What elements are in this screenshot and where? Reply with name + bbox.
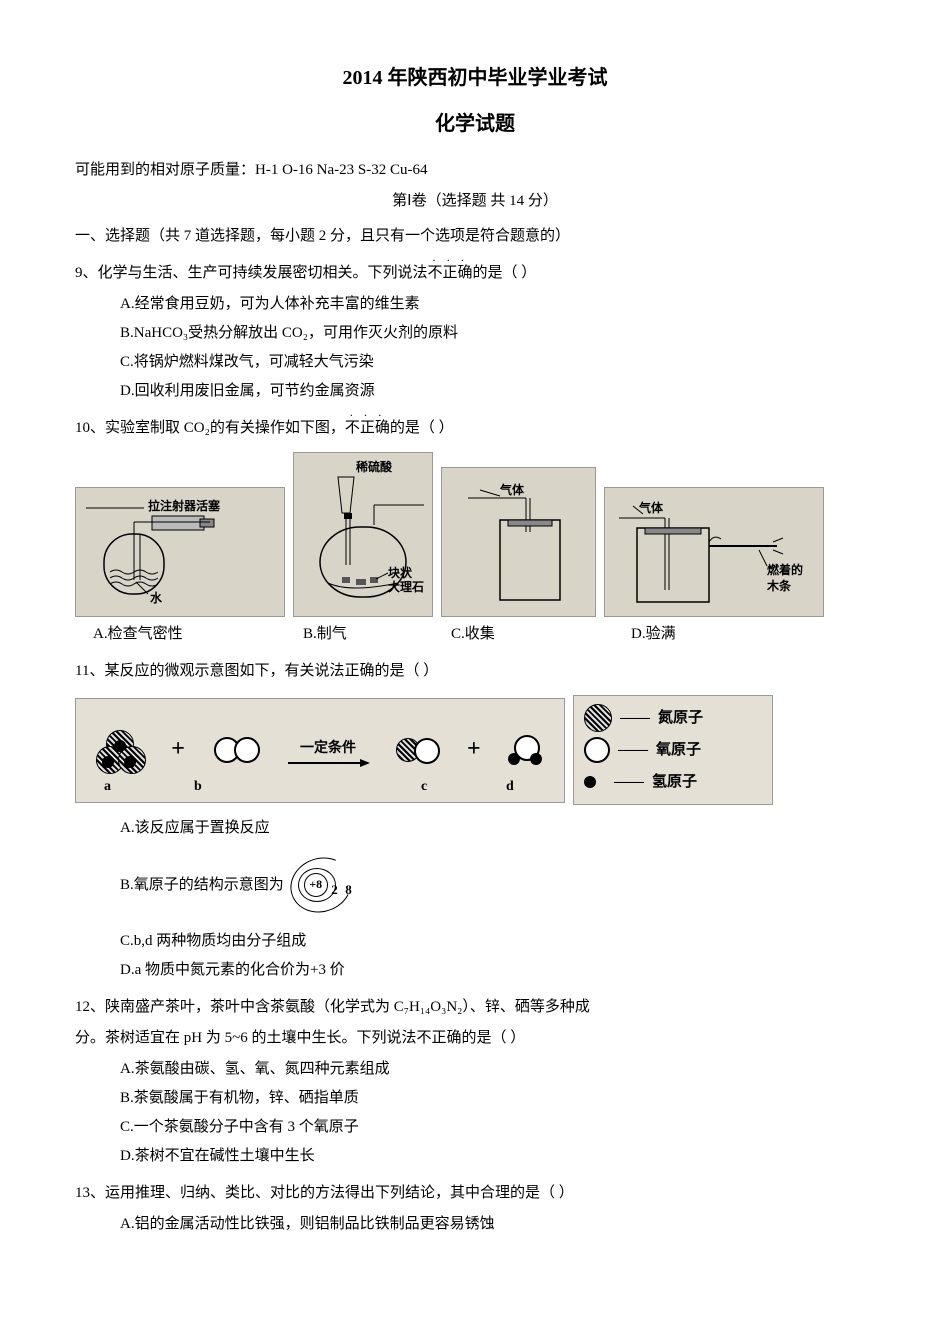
q9-options: A.经常食用豆奶，可为人体补充丰富的维生素 B.NaHCO₃受热分解放出 CO₂… [75,291,875,405]
q11-label-c: c [421,774,427,799]
q10-b-label2: 块状 [388,565,413,580]
q9-emphasis: 不正确 [428,260,473,287]
q12-stem-line2: 分。茶树适宜在 pH 为 5~6 的土壤中生长。下列说法不正确的是（ ） [75,1025,875,1052]
sub-title: 化学试题 [75,106,875,142]
legend-oxygen: —— 氧原子 [584,737,762,764]
q11-option-c: C.b,d 两种物质均由分子组成 [120,928,875,955]
q11-label-d: d [506,774,514,799]
legend-o-label: 氧原子 [656,737,701,764]
q10-label-b: B.制气 [303,621,451,648]
q10-label-d: D.验满 [631,621,751,648]
legend-nitrogen: —— 氮原子 [584,704,762,732]
q9-stem-post: 的是（ ） [473,265,537,281]
main-title: 2014 年陕西初中毕业学业考试 [75,60,875,96]
airtight-apparatus-icon: 拉注射器活塞 水 [80,494,280,612]
q11-option-b: B.氧原子的结构示意图为 +8 2 8 [120,856,875,914]
q10-figure-row: 拉注射器活塞 水 稀硫酸 [75,452,875,617]
q11-option-a: A.该反应属于置换反应 [120,815,875,842]
molecule-d-icon [508,735,544,765]
q13-options: A.铝的金属活动性比铁强，则铝制品比铁制品更容易锈蚀 [75,1211,875,1238]
q10-c-label: 气体 [499,482,525,497]
nitrogen-atom-icon [584,704,612,732]
gas-prep-apparatus-icon: 稀硫酸 块状 大理石 [298,457,428,612]
q10-labels-row: A.检查气密性 B.制气 C.收集 D.验满 [75,621,875,648]
q10-d-label3: 木条 [766,578,792,593]
section-instruction: 一、选择题（共 7 道选择题，每小题 2 分，且只有一个选项是符合题意的） [75,223,875,250]
q9-option-b: B.NaHCO₃受热分解放出 CO₂，可用作灭火剂的原料 [120,320,875,347]
oxygen-structure-icon: +8 2 8 [288,856,352,914]
q11-option-b-text: B.氧原子的结构示意图为 [120,872,284,899]
q10-emphasis: 不正确 [345,415,390,442]
legend-n-label: 氮原子 [658,705,703,732]
q12-stem-line1: 12、陕南盛产茶叶，茶叶中含茶氨酸（化学式为 C₇H₁₄O₃N₂）、锌、硒等多种… [75,994,875,1021]
q12-options: A.茶氨酸由碳、氢、氧、氮四种元素组成 B.茶氨酸属于有机物，锌、硒指单质 C.… [75,1056,875,1170]
shell-2-label: 8 [345,878,352,901]
shell-1-label: 2 [331,878,338,901]
q11-stem: 11、某反应的微观示意图如下，有关说法正确的是（ ） [75,658,875,685]
section-label: 第Ⅰ卷（选择题 共 14 分） [75,188,875,215]
gas-verify-apparatus-icon: 气体 燃着的 木条 [609,494,819,612]
arrow-label: 一定条件 [300,736,356,761]
legend-h-label: 氢原子 [652,769,697,796]
q12-option-c: C.一个茶氨酸分子中含有 3 个氧原子 [120,1114,875,1141]
q13-stem: 13、运用推理、归纳、类比、对比的方法得出下列结论，其中合理的是（ ） [75,1180,875,1207]
q10-stem-pre: 10、实验室制取 CO₂的有关操作如下图， [75,420,345,436]
q11-label-b: b [194,774,202,799]
q9-option-c: C.将锅炉燃料煤改气，可减轻大气污染 [120,349,875,376]
q11-figure-row: + 一定条件 + a b c d —— 氮原子 [75,695,875,805]
q9-stem: 9、化学与生活、生产可持续发展密切相关。下列说法不正确的是（ ） [75,260,875,287]
molecule-a-icon [96,726,144,774]
q12-option-d: D.茶树不宜在碱性土壤中生长 [120,1143,875,1170]
q10-b-label1: 稀硫酸 [356,459,393,474]
q10-stem-post: 的是（ ） [390,420,454,436]
q10-panel-d: 气体 燃着的 木条 [604,487,824,617]
q10-b-label3: 大理石 [388,579,424,594]
q10-panel-b: 稀硫酸 块状 大理石 [293,452,433,617]
atomic-mass-line: 可能用到的相对原子质量：H-1 O-16 Na-23 S-32 Cu-64 [75,157,875,184]
q10-d-label2: 燃着的 [767,562,803,577]
q10-a-label1: 拉注射器活塞 [148,498,221,513]
q11-label-a: a [104,774,111,799]
legend-hydrogen: —— 氢原子 [584,769,762,796]
plus-icon-2: + [467,728,481,771]
molecule-b-icon [212,735,260,765]
q12-option-b: B.茶氨酸属于有机物，锌、硒指单质 [120,1085,875,1112]
reaction-arrow-icon: 一定条件 [288,736,368,763]
q10-panel-a: 拉注射器活塞 水 [75,487,285,617]
oxygen-atom-icon [584,737,610,763]
molecule-c-icon [396,736,440,764]
plus-icon: + [171,728,185,771]
q10-a-label2: 水 [150,590,163,605]
q11-reaction-diagram: + 一定条件 + a b c d [75,698,565,803]
q10-stem: 10、实验室制取 CO₂的有关操作如下图，不正确的是（ ） [75,415,875,442]
q9-stem-pre: 9、化学与生活、生产可持续发展密切相关。下列说法 [75,265,428,281]
q13-option-a: A.铝的金属活动性比铁强，则铝制品比铁制品更容易锈蚀 [120,1211,875,1238]
q11-options: A.该反应属于置换反应 B.氧原子的结构示意图为 +8 2 8 C.b,d 两种… [75,815,875,984]
hydrogen-atom-icon [584,776,596,788]
q12-option-a: A.茶氨酸由碳、氢、氧、氮四种元素组成 [120,1056,875,1083]
nucleus-label: +8 [304,873,328,897]
q10-panel-c: 气体 [441,467,596,617]
q10-label-a: A.检查气密性 [75,621,303,648]
q9-option-a: A.经常食用豆奶，可为人体补充丰富的维生素 [120,291,875,318]
gas-collect-apparatus-icon: 气体 [446,472,591,612]
q11-option-d: D.a 物质中氮元素的化合价为+3 价 [120,957,875,984]
q11-legend: —— 氮原子 —— 氧原子 —— 氢原子 [573,695,773,805]
q9-option-d: D.回收利用废旧金属，可节约金属资源 [120,378,875,405]
q10-label-c: C.收集 [451,621,631,648]
